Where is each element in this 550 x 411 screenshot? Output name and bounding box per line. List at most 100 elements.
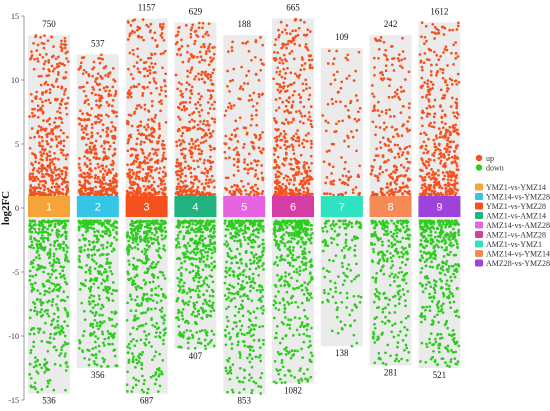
up-point <box>354 94 358 97</box>
down-point <box>342 222 345 226</box>
up-point <box>227 146 231 150</box>
up-point <box>324 129 328 133</box>
up-point <box>159 34 163 37</box>
up-point <box>283 143 287 147</box>
up-point <box>96 132 100 135</box>
up-point <box>46 154 50 158</box>
up-point <box>101 57 105 61</box>
down-point <box>130 298 133 301</box>
up-point <box>128 34 131 38</box>
up-point <box>179 166 182 170</box>
up-point <box>63 90 67 93</box>
down-point <box>234 235 238 239</box>
down-point <box>344 219 347 223</box>
down-point <box>230 261 234 265</box>
down-point <box>148 244 151 248</box>
down-point <box>306 368 309 371</box>
down-point <box>239 295 242 298</box>
up-point <box>53 185 57 189</box>
up-point <box>229 138 233 141</box>
up-point <box>193 39 197 43</box>
down-point <box>30 240 34 244</box>
down-point <box>181 291 184 294</box>
up-point <box>283 158 287 162</box>
down-point <box>278 301 282 305</box>
down-point <box>340 261 344 265</box>
down-point <box>59 352 63 355</box>
up-point <box>132 181 136 184</box>
down-point <box>108 266 112 269</box>
up-point <box>278 192 282 195</box>
down-point <box>283 303 286 307</box>
up-point <box>261 43 265 47</box>
down-point <box>152 237 156 241</box>
down-point <box>183 320 187 324</box>
up-point <box>275 70 279 74</box>
down-point <box>52 337 56 341</box>
down-point <box>147 267 151 271</box>
up-point <box>198 60 201 64</box>
down-point <box>64 244 68 247</box>
down-point <box>177 290 181 293</box>
up-point <box>105 157 109 161</box>
up-point <box>142 67 146 71</box>
down-point <box>88 302 92 306</box>
up-point <box>131 19 135 23</box>
down-point <box>93 278 97 282</box>
up-point <box>82 68 86 72</box>
down-point <box>285 225 289 229</box>
down-point <box>90 353 94 357</box>
down-point <box>302 293 306 296</box>
down-point <box>157 334 161 338</box>
up-point <box>276 66 280 70</box>
down-point <box>226 254 230 258</box>
down-point <box>350 238 354 242</box>
up-point <box>206 47 210 51</box>
up-point <box>331 102 335 106</box>
down-point <box>149 375 153 379</box>
up-point <box>65 57 68 60</box>
down-point <box>205 333 209 337</box>
up-point <box>49 145 53 149</box>
up-point <box>175 173 179 177</box>
up-point <box>59 128 63 132</box>
up-point <box>108 179 112 183</box>
down-point <box>354 237 357 240</box>
down-point <box>37 254 41 257</box>
down-point <box>54 276 58 280</box>
down-point <box>83 244 87 247</box>
down-point <box>255 289 259 292</box>
down-point <box>138 221 142 225</box>
up-point <box>34 34 38 37</box>
down-point <box>227 268 231 272</box>
down-point <box>224 266 228 270</box>
up-point <box>302 89 305 92</box>
up-point <box>126 172 129 176</box>
down-point <box>286 323 289 327</box>
down-point <box>89 332 93 335</box>
down-point <box>160 237 164 241</box>
up-point <box>180 134 183 138</box>
up-point <box>177 115 180 119</box>
down-point <box>78 260 82 263</box>
up-point <box>237 160 241 163</box>
up-point <box>41 184 45 187</box>
down-point <box>42 331 46 334</box>
down-point <box>30 230 34 234</box>
up-point <box>272 50 276 54</box>
up-point <box>255 123 259 127</box>
down-point <box>56 235 60 239</box>
up-point <box>179 53 183 57</box>
up-point <box>305 169 309 173</box>
down-point <box>54 219 58 223</box>
down-point <box>194 320 197 324</box>
down-point <box>213 235 216 238</box>
down-point <box>340 300 344 304</box>
up-point <box>197 26 201 29</box>
down-point <box>113 325 117 328</box>
down-point <box>54 268 58 272</box>
down-point <box>241 340 245 343</box>
up-point <box>332 57 336 61</box>
down-point <box>201 268 205 272</box>
up-point <box>339 86 343 90</box>
